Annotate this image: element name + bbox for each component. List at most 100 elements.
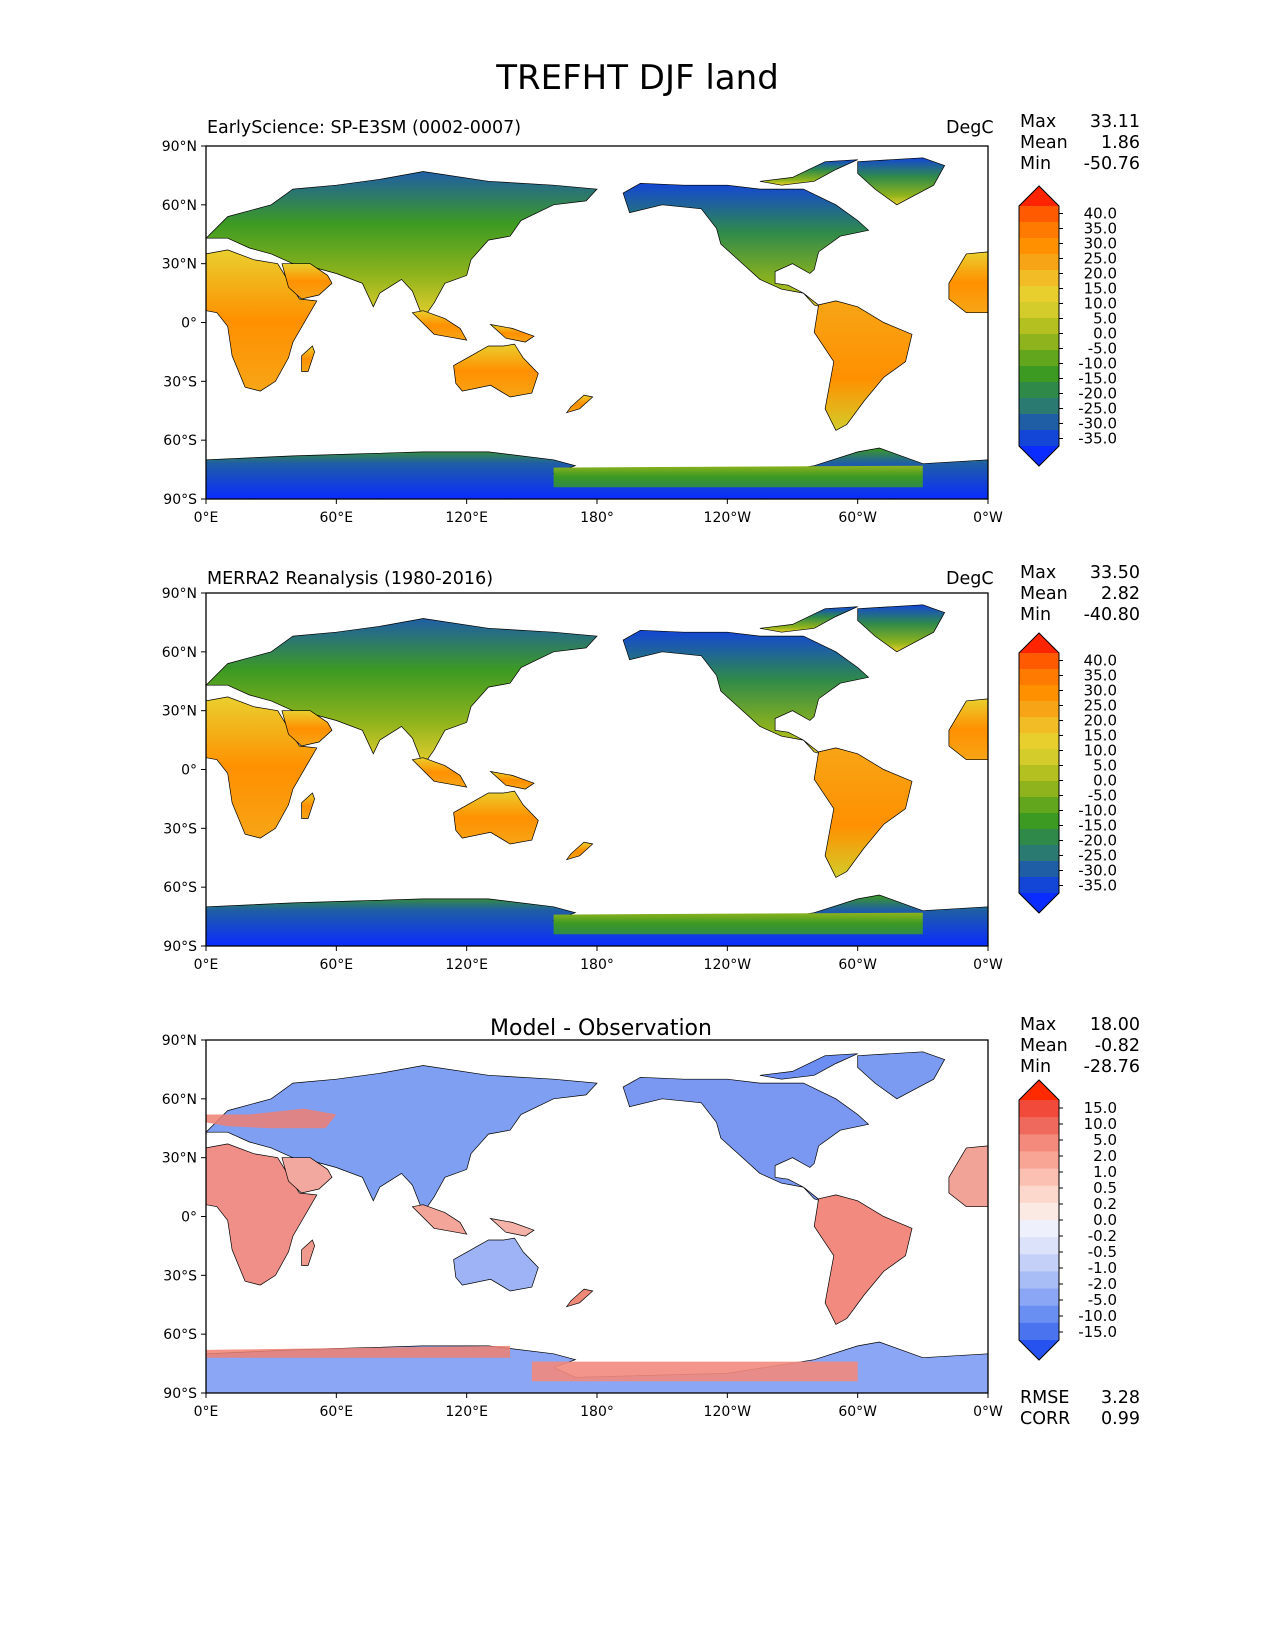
colorbar-segment (1019, 749, 1059, 766)
panel-1-mean-label: Mean (1020, 133, 1068, 153)
colorbar-tick-label: -0.2 (1088, 1227, 1117, 1245)
landmass-eurasia (206, 618, 598, 767)
landmass-nz (565, 841, 594, 861)
colorbar-tick-label: -10.0 (1078, 355, 1117, 373)
colorbar-tick-label: -30.0 (1078, 415, 1117, 433)
lat-tick-label: 90°S (163, 1386, 197, 1402)
lon-tick-label: 60°W (838, 957, 877, 973)
colorbar-segment (1019, 765, 1059, 782)
colorbar-top-extension (1019, 186, 1059, 206)
colorbar-tick-label: -1.0 (1088, 1259, 1117, 1277)
panel-3-corr-value: 0.99 (1101, 1409, 1140, 1429)
lon-tick-label: 120°E (445, 510, 488, 526)
colorbar-tick-label: -10.0 (1078, 802, 1117, 820)
panel-2-mean-value: 2.82 (1101, 584, 1140, 604)
landmass-australia (453, 343, 539, 398)
colorbar-tick-label: 35.0 (1084, 667, 1117, 685)
landmass-greenland (857, 1051, 946, 1100)
lon-tick-label: 0°W (973, 510, 1003, 526)
colorbar-segment (1019, 1117, 1059, 1135)
panel-2-max-value: 33.50 (1089, 563, 1140, 583)
lon-tick-label: 0°E (194, 957, 219, 973)
lat-tick-label: 60°S (163, 433, 197, 449)
lon-tick-label: 120°E (445, 1404, 488, 1420)
colorbar-segment (1019, 1237, 1059, 1255)
colorbar-segment (1019, 350, 1059, 367)
lon-tick-label: 60°E (319, 957, 353, 973)
lat-tick-label: 60°N (162, 198, 197, 214)
colorbar-segment (1019, 1322, 1059, 1341)
lat-tick-label: 0° (181, 1210, 197, 1226)
panel-3-rmse-label: RMSE (1020, 1388, 1070, 1408)
colorbar-tick-label: 10.0 (1084, 742, 1117, 760)
landmass-arctic (759, 159, 858, 186)
colorbar-segment (1019, 733, 1059, 750)
colorbar-tick-label: -30.0 (1078, 862, 1117, 880)
lat-tick-label: 30°S (163, 374, 197, 390)
map-panel-3: 90°N 60°N 30°N 0° 30°S 60°S 90°S 0°E 60°E 120°E 18… (162, 1033, 1117, 1420)
panel-1-title: EarlyScience: SP-E3SM (0002-0007) (207, 118, 522, 138)
colorbar-tick-label: -15.0 (1078, 1323, 1117, 1341)
colorbar-tick-label: 2.0 (1093, 1147, 1117, 1165)
colorbar-segment (1019, 813, 1059, 830)
land-layer (206, 157, 988, 499)
colorbar-segment (1019, 270, 1059, 287)
lon-tick-label: 120°W (704, 957, 752, 973)
landmass-nz (565, 1288, 594, 1308)
lon-tick-label: 0°W (973, 1404, 1003, 1420)
landmass-arabia (281, 1157, 333, 1194)
lat-tick-label: 30°S (163, 821, 197, 837)
colorbar-tick-label: 40.0 (1084, 652, 1117, 670)
landmass-seasia (411, 757, 468, 788)
colorbar-top-extension (1019, 633, 1059, 653)
colorbar-segment (1019, 1254, 1059, 1273)
colorbar-segment (1019, 1271, 1059, 1290)
colorbar-tick-label: 10.0 (1084, 295, 1117, 313)
lat-tick-label: 60°N (162, 645, 197, 661)
colorbar-tick-label: -20.0 (1078, 385, 1117, 403)
landmass-samerica (813, 747, 913, 878)
lon-tick-label: 60°E (319, 1404, 353, 1420)
panel-3-corr-label: CORR (1020, 1409, 1071, 1429)
landmass-westafrica-edge (948, 251, 988, 314)
colorbar-segment (1019, 222, 1059, 239)
colorbar-tick-label: 20.0 (1084, 712, 1117, 730)
colorbar-segment (1019, 1305, 1059, 1324)
colorbar-segment (1019, 414, 1059, 431)
lat-tick-label: 60°S (163, 880, 197, 896)
colorbar-tick-label: -25.0 (1078, 400, 1117, 418)
landmass-namerica (622, 182, 870, 308)
colorbar-segment (1019, 1202, 1059, 1221)
colorbar-tick-label: -2.0 (1088, 1275, 1117, 1293)
landmass-greenland (857, 157, 946, 206)
colorbar-tick-label: -25.0 (1078, 847, 1117, 865)
panel-3-max-value: 18.00 (1089, 1015, 1140, 1035)
colorbar-tick-label: 30.0 (1084, 682, 1117, 700)
lat-tick-label: 90°N (162, 139, 197, 155)
antarctica-west-sector (553, 912, 923, 935)
warm-anomaly-europe (206, 1108, 337, 1129)
landmass-australia (453, 790, 539, 845)
colorbar-tick-label: -35.0 (1078, 877, 1117, 895)
colorbar-tick-label: -15.0 (1078, 817, 1117, 835)
antarctica-west-sector (553, 465, 923, 488)
colorbar-tick-label: 40.0 (1084, 205, 1117, 223)
colorbar-segment (1019, 334, 1059, 351)
colorbar-tick-label: -20.0 (1078, 832, 1117, 850)
colorbar-segment (1019, 845, 1059, 862)
colorbar-segment (1019, 286, 1059, 303)
colorbar-segment (1019, 797, 1059, 814)
lat-tick-label: 30°N (162, 1151, 197, 1167)
colorbar-tick-label: -35.0 (1078, 430, 1117, 448)
panel-3-min-value: -28.76 (1083, 1057, 1140, 1077)
colorbar-segment (1019, 877, 1059, 894)
colorbar-tick-label: 30.0 (1084, 235, 1117, 253)
colorbar-segment (1019, 318, 1059, 335)
colorbar-bottom-extension (1019, 1340, 1059, 1360)
lat-tick-label: 30°N (162, 704, 197, 720)
colorbar-tick-label: 15.0 (1084, 1099, 1117, 1117)
colorbar-tick-label: 10.0 (1084, 1115, 1117, 1133)
colorbar-tick-label: -5.0 (1088, 340, 1117, 358)
colorbar-segment (1019, 398, 1059, 415)
lon-tick-label: 0°E (194, 1404, 219, 1420)
